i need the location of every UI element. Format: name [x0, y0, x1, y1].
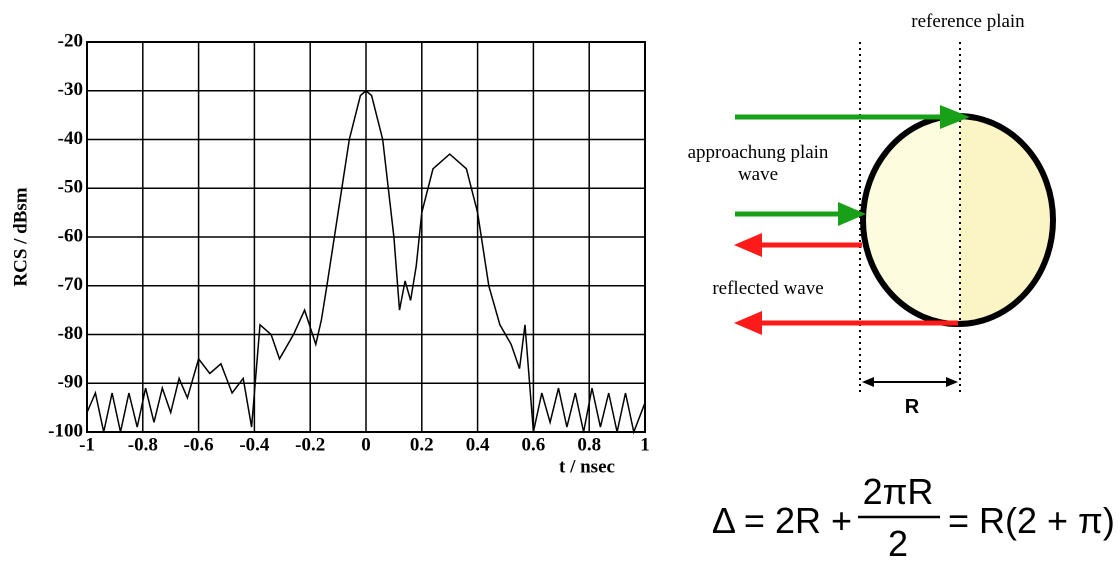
x-axis-label: t / nsec	[559, 456, 615, 477]
sphere-lit-half	[863, 116, 960, 324]
formula: Δ = 2R + 2πR 2 = R(2 + π)	[712, 471, 1115, 563]
y-tick-label: -90	[58, 372, 83, 393]
x-tick-label: -0.2	[295, 434, 325, 455]
y-tick-label: -40	[58, 128, 83, 149]
x-tick-label: -0.6	[184, 434, 214, 455]
reference-label: reference plain	[911, 11, 1025, 32]
formula-lhs: Δ = 2R +	[712, 500, 852, 541]
x-tick-label: 0.6	[522, 434, 546, 455]
arrowhead	[734, 311, 762, 335]
arrowhead	[940, 105, 970, 129]
formula-denominator: 2	[888, 523, 908, 563]
x-tick-label: 1	[640, 434, 650, 455]
x-tick-label: -0.8	[128, 434, 158, 455]
approaching-label: approachung plain	[688, 142, 829, 163]
y-axis-label: RCS / dBsm	[10, 187, 31, 286]
formula-numerator: 2πR	[863, 471, 934, 512]
y-tick-label: -30	[58, 79, 83, 100]
x-tick-label: 0	[361, 434, 371, 455]
distance-label: R	[905, 396, 920, 418]
y-tick-label: -100	[48, 420, 83, 441]
arrowhead	[838, 202, 866, 226]
y-tick-label: -20	[58, 30, 83, 51]
y-tick-label: -60	[58, 225, 83, 246]
arrowhead	[734, 233, 762, 257]
y-tick-label: -50	[58, 177, 83, 198]
x-tick-label: 0.2	[410, 434, 434, 455]
x-tick-label: -0.4	[239, 434, 270, 455]
y-tick-label: -70	[58, 274, 83, 295]
data-line	[86, 89, 646, 435]
chart: t / nsec RCS / dBsm -100 -90 -80 -70 -60 -50 -…	[10, 30, 649, 477]
approaching-label: wave	[738, 164, 778, 185]
x-tick-label: 0.8	[577, 434, 601, 455]
diagram: reference plain approachung plain wave r…	[688, 11, 1056, 418]
y-tick-label: -80	[58, 323, 83, 344]
reflected-label: reflected wave	[712, 278, 823, 299]
x-tick-label: -1	[79, 434, 95, 455]
formula-rhs: = R(2 + π)	[948, 500, 1115, 541]
x-tick-label: 0.4	[466, 434, 490, 455]
